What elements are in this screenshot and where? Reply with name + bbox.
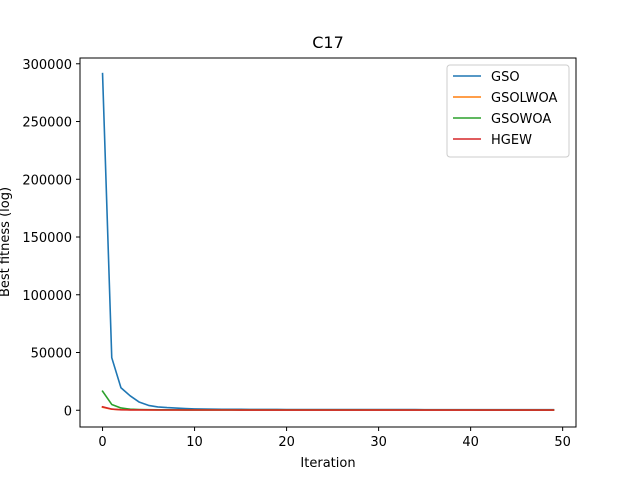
chart-title: C17 [312,33,344,52]
x-tick-label: 10 [186,435,203,450]
y-tick-label: 300000 [22,58,72,73]
plot-frame [79,57,577,428]
y-tick-label: 250000 [22,116,72,131]
y-tick-label: 0 [64,404,72,419]
legend-label-gsowoa: GSOWOA [491,112,551,127]
x-axis-label: Iteration [300,456,355,471]
x-axis: 0 10 20 30 40 50 [98,427,571,450]
legend-box [446,64,570,158]
y-axis: 0 50000 100000 150000 200000 250000 300000 [22,58,80,419]
series-line-hgew [101,405,555,411]
legend-label-hgew: HGEW [491,133,532,148]
y-tick-label: 150000 [22,231,72,246]
x-tick-label: 50 [554,435,571,450]
x-tick-label: 30 [370,435,387,450]
y-axis-label: Best fitness (log) [0,187,13,297]
legend-label-gso: GSO [491,70,520,85]
x-tick-label: 40 [462,435,479,450]
legend: GSO GSOLWOA GSOWOA HGEW [446,64,570,158]
y-tick-label: 200000 [22,173,72,188]
y-tick-label: 50000 [31,347,72,362]
series-layer [101,72,555,411]
x-tick-label: 20 [278,435,295,450]
legend-label-gsolwoa: GSOLWOA [491,91,557,106]
x-tick-label: 0 [98,435,106,450]
y-tick-label: 100000 [22,289,72,304]
